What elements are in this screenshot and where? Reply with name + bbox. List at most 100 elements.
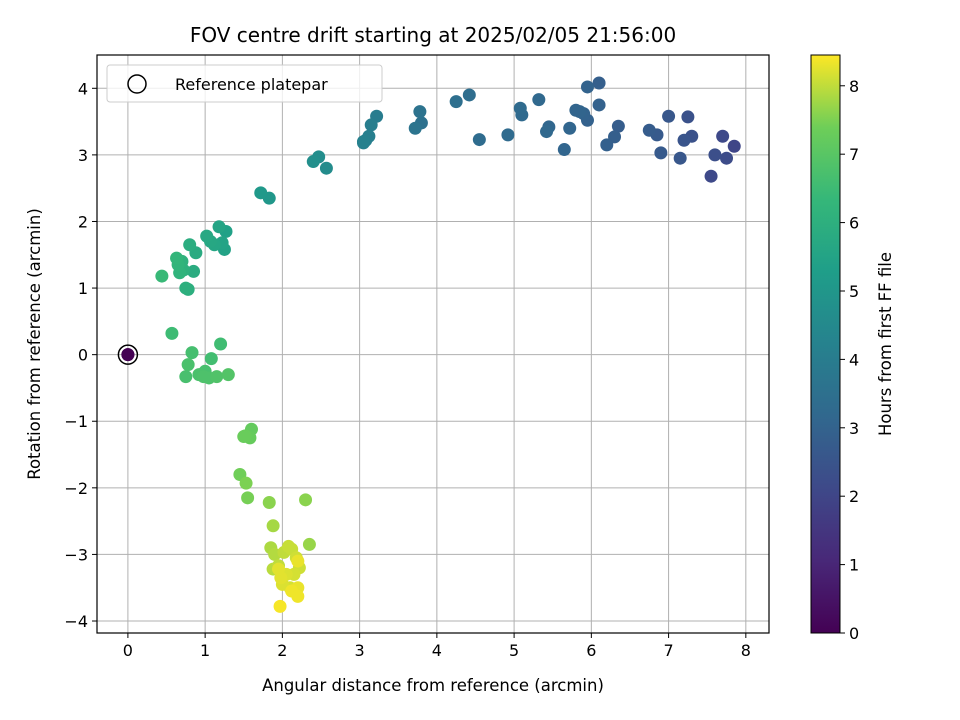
colorbar: 0 1 2 3 4 5 6 7 8 Hours from first FF file xyxy=(810,54,895,643)
data-point xyxy=(272,562,286,576)
y-tick-label: −4 xyxy=(64,612,88,631)
legend-marker xyxy=(127,74,147,94)
data-point xyxy=(600,138,614,152)
colorbar-tick-label: 5 xyxy=(849,282,859,301)
legend-label: Reference platepar xyxy=(175,75,328,94)
data-point xyxy=(187,264,201,278)
data-point xyxy=(302,537,316,551)
data-point xyxy=(716,129,730,143)
x-tick-label: 2 xyxy=(277,641,287,660)
x-tick-label: 6 xyxy=(586,641,596,660)
data-point xyxy=(462,88,476,102)
data-point xyxy=(557,143,571,157)
data-point xyxy=(540,125,554,139)
data-point xyxy=(611,119,625,133)
legend-box xyxy=(106,64,383,103)
data-point xyxy=(200,229,214,243)
x-tick-label: 8 xyxy=(741,641,751,660)
data-point xyxy=(214,337,228,351)
data-point xyxy=(356,135,370,149)
x-tick-label: 7 xyxy=(663,641,673,660)
data-point xyxy=(642,123,656,137)
y-tick-label: −1 xyxy=(64,412,88,431)
data-point xyxy=(262,495,276,509)
data-point xyxy=(654,146,668,160)
colorbar-tick-label: 0 xyxy=(849,624,859,643)
data-point xyxy=(254,186,268,200)
data-point xyxy=(408,121,422,135)
data-point xyxy=(306,155,320,169)
data-point xyxy=(501,128,515,142)
y-tick-label: 3 xyxy=(78,146,88,165)
y-tick-label: 1 xyxy=(78,279,88,298)
y-tick-label: 4 xyxy=(78,79,88,98)
x-tick-label: 0 xyxy=(123,641,133,660)
data-point xyxy=(563,121,577,135)
data-point xyxy=(413,105,427,119)
data-point xyxy=(170,251,184,265)
data-point xyxy=(677,133,691,147)
data-point xyxy=(212,220,226,234)
data-point xyxy=(608,130,622,144)
x-tick-label: 4 xyxy=(432,641,442,660)
data-point xyxy=(237,430,251,444)
colorbar-tick-label: 2 xyxy=(849,487,859,506)
data-point xyxy=(210,370,224,384)
y-axis-ticks: −4 −3 −2 −1 0 1 2 3 4 xyxy=(64,79,97,631)
colorbar-label: Hours from first FF file xyxy=(876,252,895,436)
x-axis-label: Angular distance from reference (arcmin) xyxy=(262,676,604,695)
data-point xyxy=(592,76,606,90)
y-tick-label: −2 xyxy=(64,479,88,498)
data-point xyxy=(299,493,313,507)
colorbar-gradient xyxy=(810,54,841,634)
data-point xyxy=(662,109,676,123)
y-tick-label: 2 xyxy=(78,212,88,231)
colorbar-tick-label: 6 xyxy=(849,214,859,233)
data-point xyxy=(181,358,195,372)
data-point xyxy=(673,151,687,165)
data-point xyxy=(532,93,546,107)
x-tick-label: 5 xyxy=(509,641,519,660)
colorbar-tick-label: 1 xyxy=(849,556,859,575)
reference-marker xyxy=(117,344,139,365)
reference-ring xyxy=(117,344,139,365)
x-tick-label: 1 xyxy=(200,641,210,660)
data-point xyxy=(155,269,169,283)
data-point xyxy=(513,101,527,115)
legend: Reference platepar xyxy=(106,64,383,103)
y-tick-label: 0 xyxy=(78,346,88,365)
chart-title: FOV centre drift starting at 2025/02/05 … xyxy=(190,23,676,47)
colorbar-tick-label: 7 xyxy=(849,145,859,164)
data-point xyxy=(291,554,305,568)
reference-point xyxy=(121,348,135,362)
data-point xyxy=(241,491,255,505)
data-point xyxy=(319,161,333,175)
data-point xyxy=(179,370,193,384)
data-point xyxy=(204,352,218,366)
data-points xyxy=(121,76,741,613)
data-point xyxy=(592,98,606,112)
data-point xyxy=(266,519,280,533)
data-point xyxy=(364,118,378,132)
gridlines xyxy=(97,55,769,633)
data-point xyxy=(221,368,235,382)
data-point xyxy=(569,103,583,117)
x-axis-ticks: 0 1 2 3 4 5 6 7 8 xyxy=(123,633,751,660)
data-point xyxy=(185,346,199,360)
y-tick-label: −3 xyxy=(64,545,88,564)
data-point xyxy=(449,95,463,109)
data-point xyxy=(273,599,287,613)
data-point xyxy=(704,169,718,183)
colorbar-tick-label: 8 xyxy=(849,77,859,96)
data-point xyxy=(681,110,695,124)
data-point xyxy=(291,589,305,603)
data-point xyxy=(165,326,179,340)
plot-frame xyxy=(96,54,770,634)
data-point xyxy=(727,139,741,153)
data-point xyxy=(239,476,253,490)
colorbar-tick-label: 4 xyxy=(849,350,859,369)
x-tick-label: 3 xyxy=(355,641,365,660)
data-point xyxy=(183,238,197,252)
data-point xyxy=(708,148,722,162)
